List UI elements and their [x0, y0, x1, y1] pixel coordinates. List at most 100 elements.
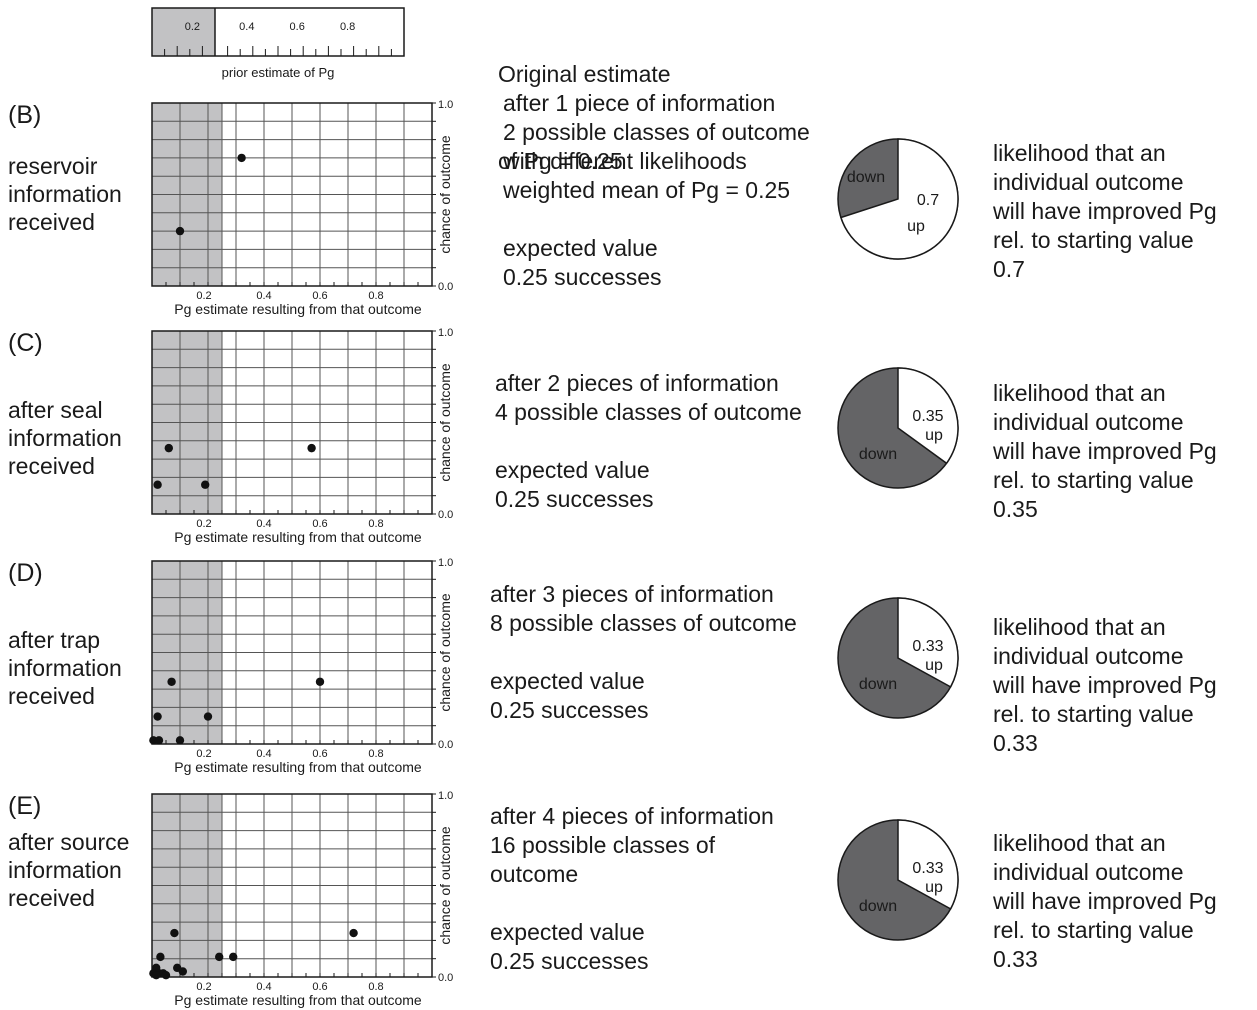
data-point: [154, 736, 164, 745]
data-point: [156, 952, 165, 962]
panel-right-text-line: likelihood that an: [993, 140, 1166, 166]
x-axis-label: Pg estimate resulting from that outcome: [174, 992, 422, 1008]
data-point: [170, 928, 179, 938]
data-point: [349, 928, 358, 938]
panel-letter: (E): [8, 792, 41, 820]
data-point: [167, 677, 176, 686]
panel-label-line: received: [8, 683, 95, 709]
x-tick-label: 0.6: [312, 748, 327, 760]
pie-slice-up: [897, 597, 959, 688]
x-tick-label: 0.4: [256, 748, 271, 760]
panel-label-line: after seal: [8, 397, 103, 423]
pie-up-label: up: [925, 427, 943, 444]
y-axis-label: chance of outcome: [437, 826, 453, 945]
panel-label-line: received: [8, 885, 95, 911]
panel-description-line: 4 possible classes of outcome: [495, 399, 802, 425]
data-point: [153, 712, 162, 721]
data-point: [237, 153, 246, 163]
panel-right-text-line: rel. to starting value: [993, 701, 1194, 727]
panel-description-line: after 1 piece of information: [503, 90, 775, 116]
x-tick-label: 0.2: [196, 748, 211, 760]
panel-description-line: outcome: [490, 861, 578, 887]
panel-description-line: with different likelihoods: [502, 148, 747, 174]
pie-slice-up: [897, 819, 959, 910]
pie-value-label: 0.35: [912, 408, 943, 425]
x-tick-label: 0.2: [196, 518, 211, 530]
data-point: [307, 443, 316, 453]
data-point: [164, 443, 173, 453]
panel-right-text-line: will have improved Pg: [992, 198, 1217, 224]
y-tick-label: 1.0: [438, 790, 453, 802]
data-point: [203, 712, 213, 721]
panel-label-line: information: [8, 655, 122, 681]
panel-description-line: 2 possible classes of outcome: [503, 119, 810, 145]
panel-label-line: reservoir: [8, 153, 98, 179]
y-tick-label: 1.0: [438, 99, 453, 111]
panel-right-text-line: individual outcome: [993, 409, 1184, 435]
x-axis-label: Pg estimate resulting from that outcome: [174, 301, 422, 317]
panel-right-text-line: likelihood that an: [993, 614, 1166, 640]
prior-tick-label: 0.4: [239, 21, 254, 33]
panel-right-text-line: 0.33: [993, 730, 1038, 756]
y-tick-label: 1.0: [438, 557, 453, 569]
y-tick-label: 0.0: [438, 739, 453, 751]
panel-description-line: 0.25 successes: [490, 948, 649, 974]
panel-description-line: weighted mean of Pg = 0.25: [502, 177, 790, 203]
panel-label-line: received: [8, 453, 95, 479]
data-point: [201, 480, 210, 489]
panel-right-text-line: individual outcome: [993, 643, 1184, 669]
panel-label-line: information: [8, 857, 122, 883]
panel-right-text-line: individual outcome: [993, 859, 1184, 885]
pie-down-label: down: [859, 446, 897, 463]
prior-note: Original estimate of Pg = 0.25: [498, 2, 671, 205]
pie-up-label: up: [925, 879, 943, 896]
panel-right-text-line: likelihood that an: [993, 830, 1166, 856]
pie-value-label: 0.33: [912, 860, 943, 877]
x-tick-label: 0.8: [368, 518, 383, 530]
data-point: [178, 967, 187, 976]
panel-description-line: expected value: [490, 919, 645, 945]
pie-value-label: 0.33: [912, 638, 943, 655]
pie-slice-up: [897, 367, 959, 465]
panel-label-line: information: [8, 181, 122, 207]
panel-right-text-line: will have improved Pg: [992, 672, 1217, 698]
data-point: [175, 226, 185, 236]
x-tick-label: 0.6: [312, 518, 327, 530]
data-point: [229, 952, 238, 962]
panel-description-line: 0.25 successes: [503, 264, 662, 290]
prior-tick-label: 0.8: [340, 21, 355, 33]
prior-note-line: of Pg = 0.25: [498, 148, 623, 174]
data-point: [315, 677, 325, 686]
x-tick-label: 0.4: [256, 518, 271, 530]
x-tick-label: 0.8: [368, 748, 383, 760]
y-tick-label: 0.0: [438, 972, 453, 984]
data-point: [175, 736, 185, 745]
panel-label-line: received: [8, 209, 95, 235]
panel-right-text-line: rel. to starting value: [993, 227, 1194, 253]
panel-right-text-line: 0.7: [993, 256, 1025, 282]
panel-description-line: after 2 pieces of information: [495, 370, 779, 396]
panel-right-text-line: likelihood that an: [993, 380, 1166, 406]
x-tick-label: 0.8: [368, 290, 383, 302]
data-point: [161, 970, 171, 980]
panel-right-text-line: 0.35: [993, 496, 1038, 522]
panel-letter: (C): [8, 329, 43, 357]
panel-description-line: expected value: [490, 668, 645, 694]
x-tick-label: 0.2: [196, 290, 211, 302]
panel-description-line: expected value: [495, 457, 650, 483]
x-tick-label: 0.6: [312, 290, 327, 302]
y-tick-label: 1.0: [438, 327, 453, 339]
x-axis-label: Pg estimate resulting from that outcome: [174, 529, 422, 545]
x-axis-label: Pg estimate resulting from that outcome: [174, 759, 422, 775]
y-tick-label: 0.0: [438, 281, 453, 293]
prior-tick-label: 0.2: [185, 21, 200, 33]
pie-down-label: down: [859, 898, 897, 915]
panel-label-line: information: [8, 425, 122, 451]
panel-description-line: 16 possible classes of: [490, 832, 716, 858]
data-point: [153, 480, 162, 489]
pie-value-label: 0.7: [917, 192, 939, 209]
pie-up-label: up: [907, 218, 925, 235]
panel-label-line: after source: [8, 829, 129, 855]
panel-right-text-line: will have improved Pg: [992, 438, 1217, 464]
